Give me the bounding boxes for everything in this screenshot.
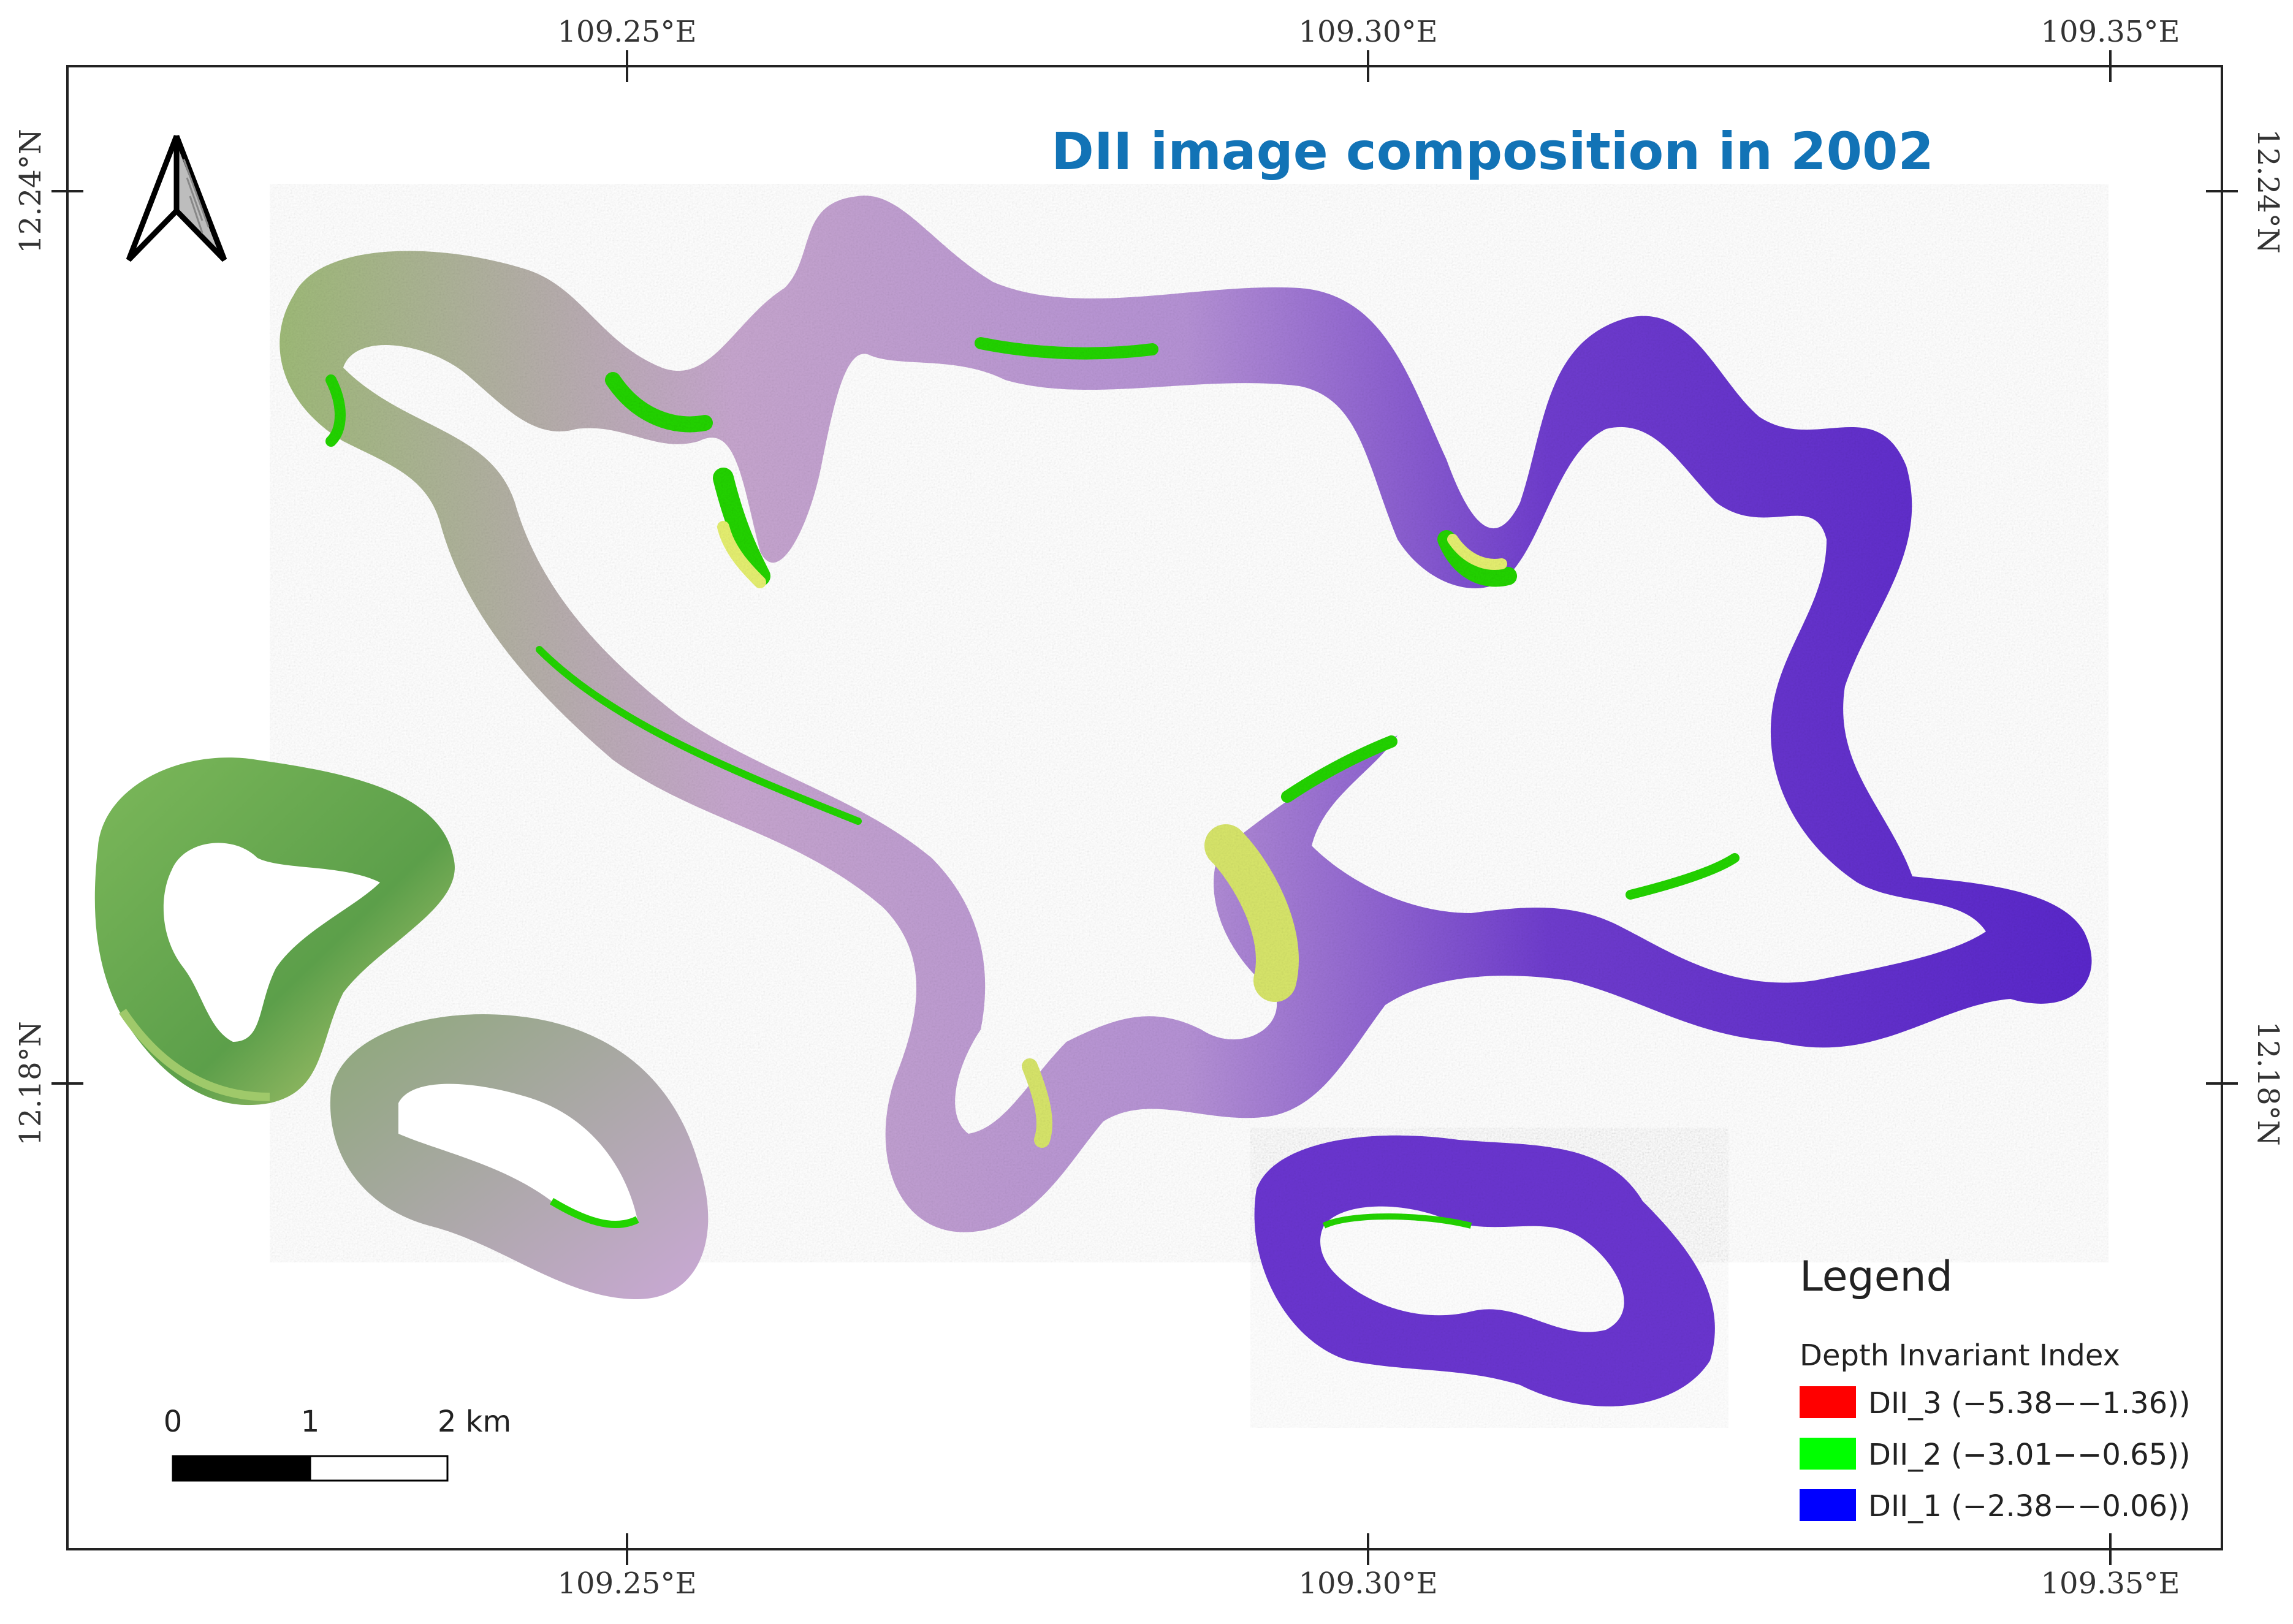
legend-subtitle: Depth Invariant Index — [1800, 1338, 2120, 1373]
legend-item-dii3: DII_3 (−5.38−−1.36)) — [1868, 1386, 2191, 1421]
bottom-right-reef-island — [1250, 1128, 1728, 1428]
bottom-tick-label: 109.30°E — [1299, 1566, 1438, 1601]
map-title: DII image composition in 2002 — [1051, 121, 1934, 181]
top-tick-label: 109.30°E — [1299, 15, 1438, 49]
scale-label-0: 0 — [164, 1405, 183, 1439]
scale-label-2: 2 km — [438, 1405, 511, 1439]
north-arrow-icon — [126, 135, 227, 262]
left-tick-label: 12.24°N — [13, 129, 48, 253]
legend-swatch-dii3 — [1800, 1386, 1856, 1418]
left-reef-island — [94, 757, 455, 1106]
middle-left-reef-island — [330, 1014, 709, 1299]
legend-title: Legend — [1800, 1253, 1953, 1301]
scale-bar: 0 1 2 km — [164, 1405, 511, 1482]
scale-label-1: 1 — [301, 1405, 320, 1439]
legend-item-dii2: DII_2 (−3.01−−0.65)) — [1868, 1438, 2191, 1472]
tick-marks — [51, 50, 2238, 1565]
map-frame — [66, 65, 2223, 1550]
bottom-tick-label: 109.35°E — [2041, 1566, 2180, 1601]
top-tick-label: 109.25°E — [558, 15, 697, 49]
bottom-tick-label: 109.25°E — [558, 1566, 697, 1601]
legend-item-dii1: DII_1 (−2.38−−0.06)) — [1868, 1489, 2191, 1523]
legend-swatch-dii2 — [1800, 1438, 1856, 1470]
legend: Legend Depth Invariant Index DII_3 (−5.3… — [1800, 1253, 2191, 1523]
left-tick-label: 12.18°N — [13, 1021, 48, 1145]
top-tick-label: 109.35°E — [2041, 15, 2180, 49]
right-tick-label: 12.24°N — [2251, 129, 2285, 253]
scale-segment-white — [309, 1455, 449, 1482]
legend-swatch-dii1 — [1800, 1489, 1856, 1521]
right-tick-label: 12.18°N — [2251, 1021, 2285, 1145]
scale-segment-black — [172, 1455, 311, 1482]
